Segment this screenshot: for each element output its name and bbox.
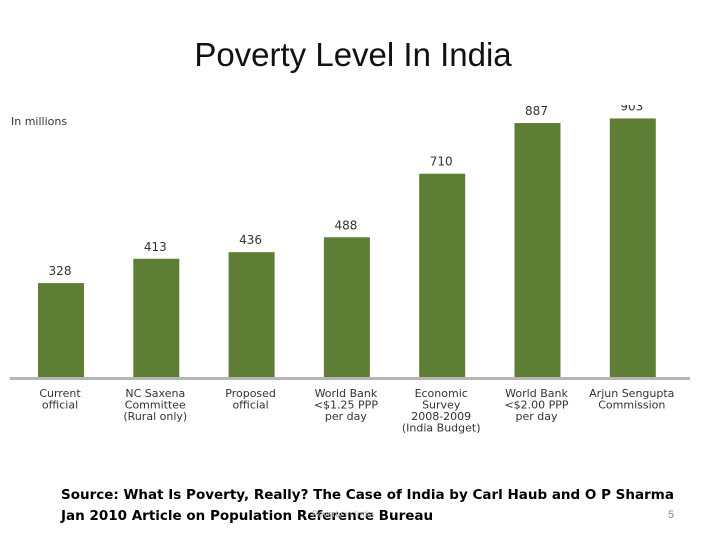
data-label: 903 xyxy=(620,105,643,113)
bar xyxy=(609,118,656,377)
category-label-line: Arjun Sengupta xyxy=(589,387,674,400)
unit-label: In millions xyxy=(11,115,67,128)
source-line-2: Jan 2010 Article on Population Reference… xyxy=(61,508,434,524)
data-label: 710 xyxy=(430,155,453,169)
category-label-line: Current xyxy=(39,387,81,400)
category-label: Economic Survey 2008-2009 (India Budget) xyxy=(402,387,481,435)
category-label-line: <$2.00 PPP xyxy=(504,399,568,412)
category-label-line: (India Budget) xyxy=(402,422,481,435)
page-number: 5 xyxy=(668,509,675,521)
category-label: World Bank <$2.00 PPP per day xyxy=(504,387,568,423)
category-label: World Bank <$1.25 PPP per day xyxy=(314,387,378,423)
x-axis-line xyxy=(10,377,690,380)
slide-title: Poverty Level In India xyxy=(194,36,512,73)
category-label-line: NC Saxena xyxy=(125,387,185,400)
category-label-line: World Bank xyxy=(315,387,378,400)
source-line-1: Source: What Is Poverty, Really? The Cas… xyxy=(61,487,674,503)
category-label: Current official xyxy=(39,387,81,412)
bar xyxy=(38,283,84,377)
category-label-line: Survey xyxy=(422,399,461,412)
category-label-line: (Rural only) xyxy=(123,410,187,423)
category-label: NC Saxena Committee (Rural only) xyxy=(123,387,187,423)
data-label: 488 xyxy=(334,218,357,232)
footer-text: Poverty in India xyxy=(312,509,375,519)
category-label-line: Proposed xyxy=(225,387,276,400)
data-label: 413 xyxy=(144,240,167,254)
category-label-line: Commission xyxy=(598,399,665,412)
category-label-line: Economic xyxy=(415,387,468,400)
category-label-line: official xyxy=(42,399,78,412)
category-label: Arjun Sengupta Commission xyxy=(589,387,674,412)
data-label: 436 xyxy=(239,233,262,247)
bar xyxy=(228,252,275,377)
data-label: 328 xyxy=(49,264,72,278)
category-label-line: 2008-2009 xyxy=(411,410,471,423)
category-label-line: official xyxy=(232,399,268,412)
category-label-line: World Bank xyxy=(505,387,568,400)
category-label-line: Committee xyxy=(125,399,186,412)
category-label: Proposed official xyxy=(225,387,276,412)
category-label-line: per day xyxy=(325,410,367,423)
bar xyxy=(514,123,561,377)
bar xyxy=(323,237,370,377)
category-label-line: per day xyxy=(515,410,557,423)
source-citation: Source: What Is Poverty, Really? The Cas… xyxy=(61,485,701,527)
data-label: 887 xyxy=(525,105,548,118)
bar xyxy=(419,173,466,377)
bar xyxy=(133,258,180,377)
category-label-line: <$1.25 PPP xyxy=(314,399,378,412)
